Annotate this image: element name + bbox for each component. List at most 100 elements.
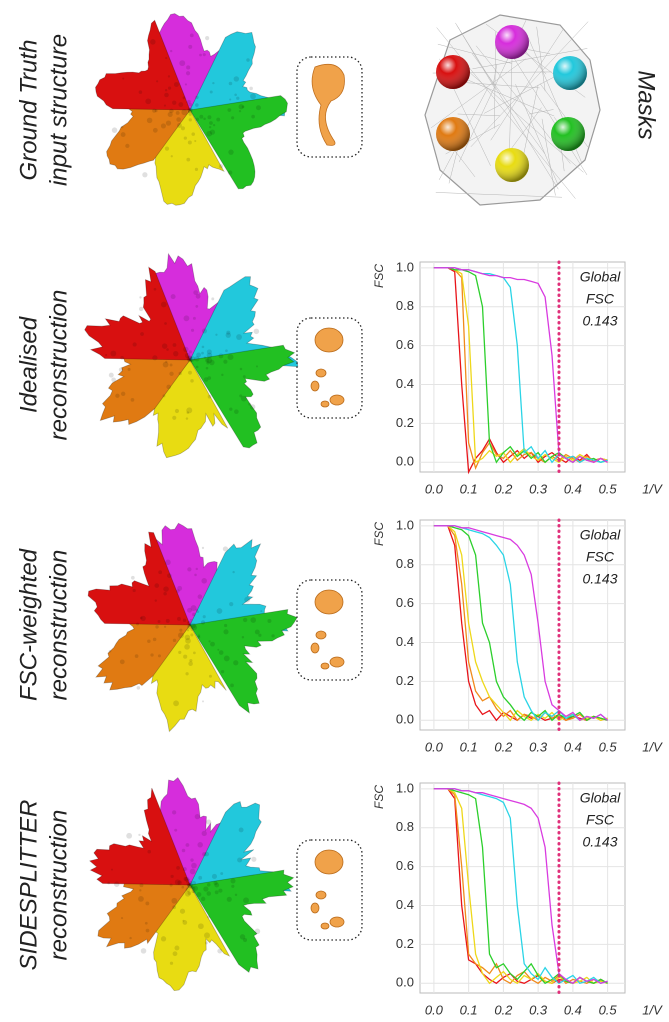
molecule-texture (183, 136, 187, 140)
molecule-texture (111, 127, 118, 133)
y-tick-label: 0.2 (396, 415, 414, 430)
mesh-line (448, 149, 458, 184)
molecule-texture (194, 356, 200, 362)
molecule-texture (184, 644, 190, 650)
molecule-texture (260, 610, 263, 613)
row-label: reconstruction (45, 810, 72, 961)
molecule-texture (227, 108, 232, 112)
molecule-texture (189, 356, 196, 362)
molecule-texture (201, 351, 204, 355)
molecule-texture (188, 356, 192, 360)
molecule-texture (195, 608, 198, 612)
molecule-texture (203, 377, 209, 382)
molecule-texture (152, 108, 157, 113)
mesh-line (541, 118, 556, 196)
molecule-domain (88, 787, 191, 886)
mask-sphere-shade (495, 25, 529, 59)
plot-area (419, 782, 626, 994)
molecule-texture (196, 352, 202, 358)
molecule-texture (110, 350, 117, 357)
molecule-texture (187, 623, 193, 630)
molecule-texture (182, 919, 185, 922)
molecule-domain (189, 609, 298, 714)
plot-area (419, 261, 626, 473)
molecule-texture (230, 683, 234, 688)
molecule-texture (163, 625, 167, 628)
x-tick-label: 0.2 (494, 739, 513, 754)
molecule-texture (201, 830, 207, 837)
molecule-texture (134, 654, 139, 658)
molecule-texture (157, 654, 161, 658)
annotation: 0.143 (582, 571, 617, 587)
molecule-texture (221, 373, 224, 377)
molecule-texture (204, 941, 208, 945)
molecule-texture (200, 896, 206, 902)
molecule-texture (166, 384, 172, 390)
molecule-texture (204, 932, 210, 939)
molecule-texture (132, 588, 136, 593)
molecule (84, 252, 299, 459)
molecule-texture (186, 407, 193, 414)
molecule-texture (186, 65, 191, 70)
inset-blob (314, 327, 344, 353)
fsc-curve (433, 267, 608, 464)
fsc-chart: 0.0 0.2 0.4 0.6 0.8 1.0 0.0 0.1 0.2 0.3 0.4 0.5 FSC 1… (372, 780, 663, 1017)
mesh-line (470, 21, 589, 148)
molecule-texture (188, 118, 192, 122)
molecule-texture (201, 546, 205, 550)
molecule-texture (230, 878, 236, 884)
molecule-texture (196, 891, 202, 898)
x-tick-label: 0.1 (460, 739, 478, 754)
molecule-texture (194, 139, 197, 143)
molecule-texture (186, 411, 190, 414)
annotation: 0.143 (582, 313, 617, 329)
x-tick-label: 0.5 (599, 1002, 618, 1017)
molecule-texture (136, 622, 140, 626)
molecule-texture (239, 394, 243, 398)
molecule-texture (172, 415, 177, 420)
molecule-texture (205, 358, 210, 363)
molecule-texture (118, 367, 124, 372)
molecule-texture (249, 86, 253, 91)
molecule-texture (189, 885, 194, 890)
molecule-texture (120, 356, 125, 360)
molecule-texture (176, 117, 181, 122)
x-tick-label: 0.0 (425, 739, 444, 754)
molecule-texture (234, 409, 239, 414)
molecule-domain (189, 344, 296, 449)
molecule-texture (186, 882, 191, 887)
molecule-texture (138, 833, 141, 837)
molecule-texture (154, 583, 160, 588)
molecule-texture (190, 328, 195, 332)
molecule-texture (178, 371, 182, 376)
molecule-texture (190, 356, 193, 359)
molecule-texture (195, 365, 199, 369)
molecule-texture (206, 357, 213, 364)
molecule-texture (217, 648, 220, 651)
molecule-texture (185, 672, 189, 676)
molecule-texture (121, 125, 124, 129)
y-tick-label: 1.0 (396, 259, 414, 274)
annotation: FSC (586, 812, 615, 828)
y-tick-label: 0.0 (396, 975, 414, 990)
fsc-curve (433, 267, 608, 475)
y-tick-label: 0.2 (396, 936, 414, 951)
row-label: reconstruction (45, 290, 72, 441)
molecule-domain (151, 109, 225, 206)
molecule-texture (154, 599, 158, 602)
x-tick-label: 0.3 (529, 1002, 548, 1017)
x-tick-label: 0.2 (494, 481, 513, 496)
molecule-texture (188, 661, 193, 667)
molecule-texture (199, 53, 202, 57)
molecule-texture (198, 875, 203, 880)
molecule-texture (178, 650, 182, 654)
molecule-texture (206, 352, 213, 359)
molecule-texture (199, 114, 204, 119)
mesh-line (436, 27, 576, 199)
molecule-texture (191, 880, 197, 886)
molecule-texture (209, 121, 213, 125)
molecule-texture (187, 607, 192, 613)
molecule-texture (214, 882, 220, 888)
molecule-texture (242, 375, 246, 378)
